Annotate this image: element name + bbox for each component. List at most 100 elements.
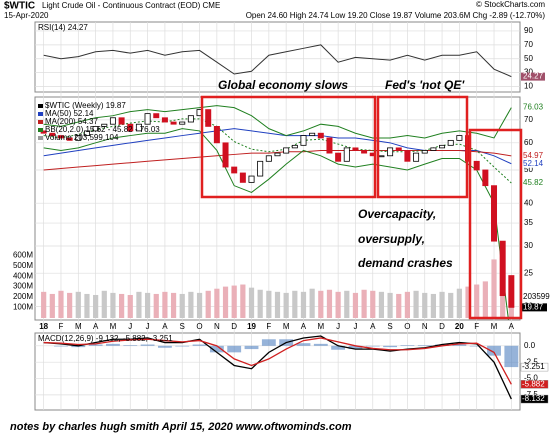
- candle: [161, 117, 168, 123]
- volume-bar: [482, 281, 488, 318]
- x-tick-label: A: [370, 322, 376, 331]
- annotation: Global economy slows: [218, 78, 348, 92]
- value-tag: -5.882: [522, 379, 545, 388]
- candle: [75, 135, 82, 141]
- volume-bar: [257, 289, 263, 318]
- legend: $WTIC (Weekly) 19.87: [45, 101, 126, 110]
- volume-bar: [101, 290, 107, 318]
- candle: [118, 117, 125, 125]
- x-tick-label: M: [317, 322, 324, 331]
- y-tick-label: 70: [524, 40, 533, 49]
- histogram-bar: [244, 345, 259, 350]
- histogram-bar: [487, 345, 501, 356]
- histogram-bar: [452, 344, 467, 346]
- volume-bar: [465, 286, 471, 318]
- value-tag-bg: [521, 72, 545, 81]
- candle: [205, 109, 212, 127]
- value-tag-bg: [521, 159, 547, 168]
- x-tick-label: J: [353, 322, 357, 331]
- volume-bar: [300, 291, 307, 318]
- y-tick-label: 90: [524, 26, 533, 35]
- value-tag: 52.14: [523, 159, 544, 168]
- candle: [300, 135, 307, 146]
- volume-bar: [430, 293, 436, 318]
- histogram-bar: [192, 344, 207, 346]
- volume-bar: [162, 291, 168, 318]
- quote: Open 24.60 High 24.74 Low 19.20 Close 19…: [246, 11, 546, 20]
- volume-bar: [352, 292, 359, 318]
- volume-bar: [448, 292, 454, 318]
- histogram-bar: [54, 345, 68, 347]
- value-tag-bg: [521, 103, 547, 112]
- candle: [127, 123, 134, 132]
- x-tick-label: M: [283, 322, 290, 331]
- y-tick-label: 30: [524, 68, 533, 77]
- macd-line: [43, 335, 512, 400]
- candle: [170, 121, 177, 125]
- volume-bar: [41, 291, 47, 318]
- candle: [499, 240, 506, 297]
- volume-bar: [266, 290, 272, 318]
- volume-bar: [84, 293, 90, 318]
- candle: [352, 147, 359, 151]
- volume-bar: [491, 259, 497, 318]
- volume-bar: [370, 290, 376, 318]
- volume-bar: [292, 290, 298, 318]
- y-tick-label: 50: [524, 165, 533, 174]
- annotation: oversupply,: [358, 232, 425, 246]
- candle: [473, 160, 480, 171]
- volume-bar: [75, 291, 81, 318]
- legend-swatch: [38, 120, 43, 124]
- value-tag-bg: [521, 178, 547, 187]
- value-tag-bg: [520, 380, 549, 389]
- candle: [265, 155, 272, 162]
- volume-bar: [49, 293, 55, 318]
- candle: [361, 150, 368, 154]
- volume-bar: [93, 294, 99, 318]
- legend-swatch: [38, 112, 43, 116]
- volume-bar: [318, 290, 324, 318]
- volume-bar: [283, 292, 289, 318]
- annotation-box: [376, 95, 469, 199]
- x-tick-label: F: [59, 322, 64, 331]
- candle: [421, 150, 428, 154]
- candle: [144, 113, 151, 125]
- candle: [40, 130, 47, 134]
- candle: [92, 126, 99, 132]
- legend: BB(20,2.0) 15.62 - 45.82 - 76.03: [45, 125, 160, 134]
- candle: [430, 147, 437, 151]
- volume-tick-label: 500M: [13, 261, 33, 270]
- x-tick-label: 19: [247, 322, 256, 331]
- volume-bar: [309, 288, 315, 318]
- histogram-bar: [209, 345, 224, 353]
- candle: [482, 169, 489, 187]
- volume-tick-label: 600M: [13, 250, 33, 259]
- rsi-line: [43, 44, 512, 78]
- volume-bar: [136, 291, 142, 318]
- overlay-line: [43, 105, 512, 139]
- annotation-box: [468, 128, 523, 320]
- histogram-bar: [504, 345, 519, 368]
- volume-bar: [231, 285, 237, 318]
- title: Light Crude Oil - Continuous Contract (E…: [42, 1, 220, 10]
- legend: RSI(14) 24.27: [38, 23, 88, 32]
- histogram-bar: [106, 343, 120, 346]
- x-tick-label: N: [214, 322, 220, 331]
- volume-tick-label: 400M: [13, 271, 33, 280]
- date: 15-Apr-2020: [4, 11, 49, 20]
- annotation-box: [200, 95, 377, 199]
- candle: [491, 185, 498, 242]
- candle: [49, 132, 56, 136]
- candle: [187, 115, 194, 123]
- volume-tick-label: 100M: [13, 303, 33, 312]
- candle: [239, 172, 246, 183]
- y-tick-label: -2.5: [524, 357, 538, 366]
- candle: [83, 130, 90, 136]
- volume-bar: [387, 292, 393, 318]
- legend: Volume 203,599,104: [45, 133, 119, 142]
- value-tag: 24.27: [523, 72, 544, 81]
- volume-bar: [422, 292, 428, 318]
- volume-bar: [274, 291, 281, 318]
- histogram-bar: [261, 339, 276, 346]
- y-tick-label: -5.0: [524, 374, 538, 383]
